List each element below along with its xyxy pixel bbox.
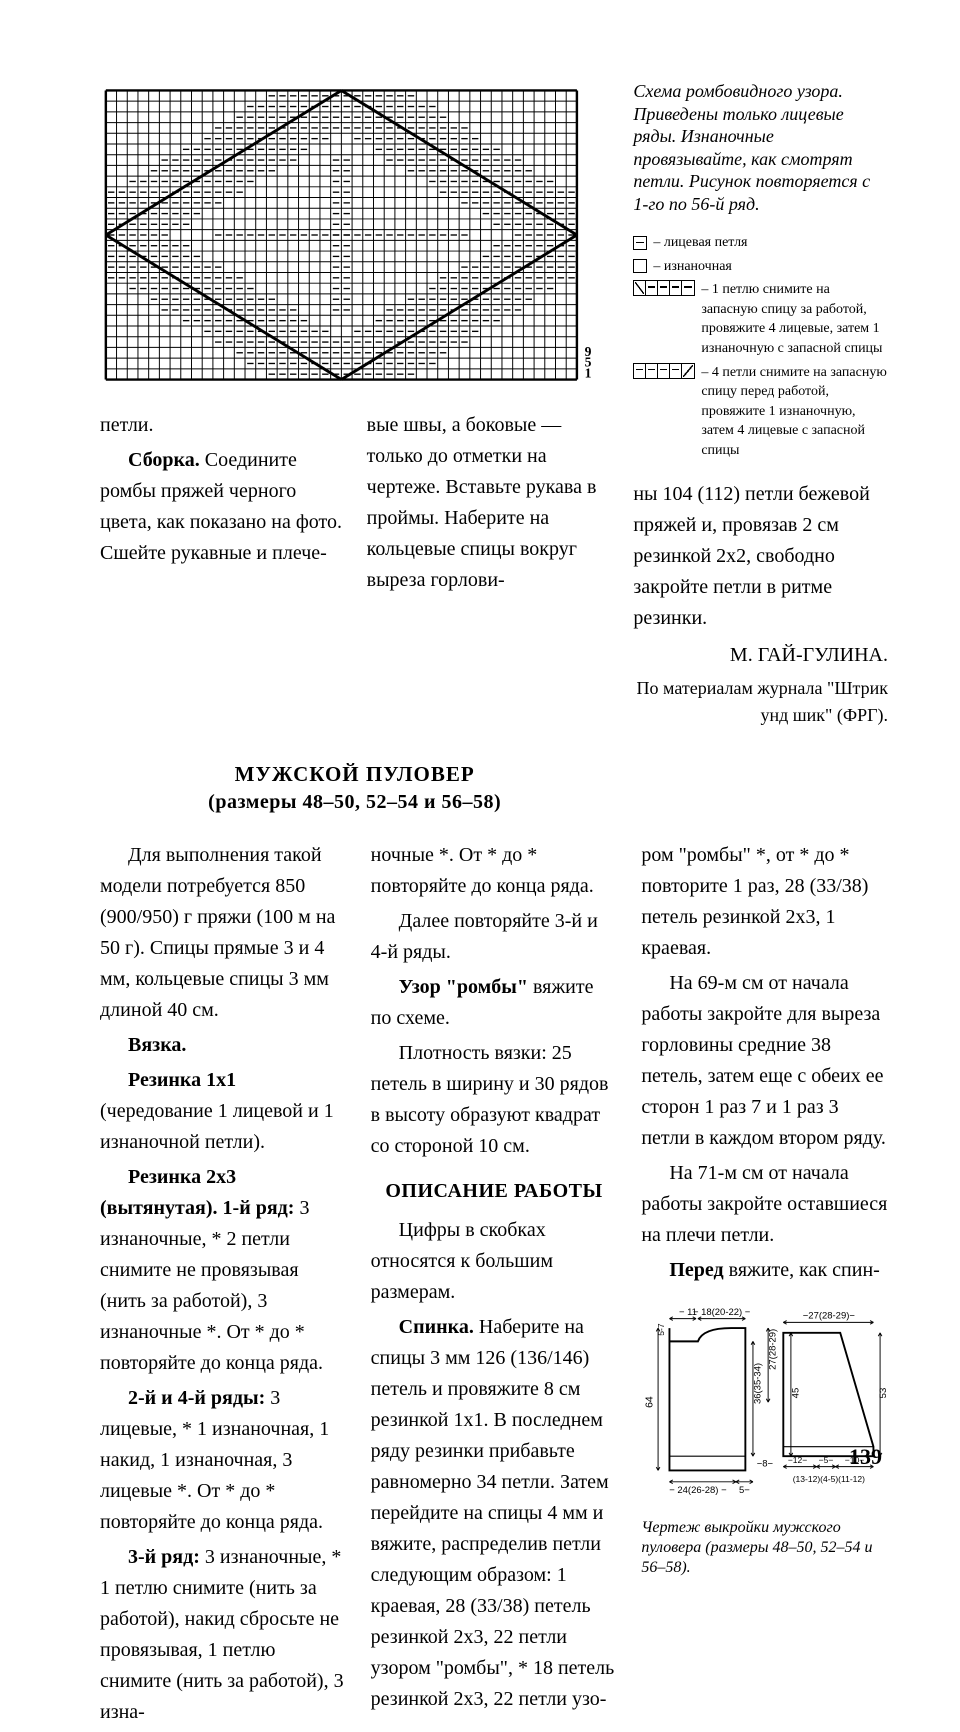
svg-text:−12−: −12−	[788, 1455, 807, 1465]
p: петли.	[100, 410, 343, 441]
p: На 71-м см от начала работы закройте ост…	[641, 1158, 888, 1251]
svg-text:− 24(26-28) −: − 24(26-28) −	[670, 1485, 728, 1496]
diamond-chart: 951	[100, 80, 610, 390]
legend-row: – изнаночная	[633, 257, 888, 277]
svg-text:5-7: 5-7	[656, 1323, 666, 1336]
text: (чередование 1 лицевой и 1 изнаночной пе…	[100, 1100, 334, 1153]
p: На 69-м см от начала работы закройте для…	[641, 968, 888, 1154]
p: Спинка. Наберите на спицы 3 мм 126 (136/…	[371, 1312, 618, 1715]
label: Перед	[669, 1259, 723, 1281]
svg-text:− 18(20-22) −: − 18(20-22) −	[693, 1307, 751, 1318]
top-text-col1: петли. Сборка. Соедините ромбы пряжей че…	[100, 410, 343, 600]
svg-text:64: 64	[645, 1396, 656, 1408]
label: 3-й ряд:	[128, 1546, 200, 1568]
p: Узор "ромбы" вяжите по схеме.	[371, 972, 618, 1034]
source: По материалам журнала "Штрик унд шик" (Ф…	[633, 675, 888, 731]
legend-text: – лицевая петля	[653, 233, 888, 253]
title-block: МУЖСКОЙ ПУЛОВЕР (размеры 48–50, 52–54 и …	[100, 734, 609, 840]
title-row: МУЖСКОЙ ПУЛОВЕР (размеры 48–50, 52–54 и …	[100, 734, 888, 840]
svg-text:45: 45	[791, 1388, 802, 1399]
p: ны 104 (112) петли бежевой пряжей и, про…	[633, 479, 888, 634]
p: Резинка 2х3 (вытянутая). 1-й ряд: 3 изна…	[100, 1162, 347, 1379]
chart-caption: Схема ромбовидного узора. Приведены толь…	[633, 80, 888, 215]
svg-text:5−: 5−	[739, 1485, 750, 1496]
legend-row: – лицевая петля	[633, 233, 888, 253]
top-left-text-cols: петли. Сборка. Соедините ромбы пряжей че…	[100, 410, 609, 600]
legend: – лицевая петля – изнаночная – 1 петлю с…	[633, 233, 888, 461]
svg-text:27(28-29): 27(28-29)	[768, 1329, 779, 1370]
top-text-col2: вые швы, а боковые — только до отметки н…	[367, 410, 610, 600]
garment-schematic: − 11− 18(20-22) −−27(28-29)−645-736(35-3…	[641, 1294, 888, 1514]
legend-text: – 4 петли снимите на запасную спицу пере…	[701, 363, 888, 461]
svg-text:−27(28-29)−: −27(28-29)−	[803, 1311, 856, 1322]
p: Вязка.	[100, 1030, 347, 1061]
page-number: 139	[849, 1444, 882, 1470]
svg-text:−8−: −8−	[757, 1459, 774, 1470]
top-row: 951 петли. Сборка. Соедините ромбы пряже…	[100, 80, 888, 734]
text: Наберите на спицы 3 мм 126 (136/146) пет…	[371, 1316, 615, 1710]
svg-text:−5−: −5−	[819, 1455, 834, 1465]
p: ночные *. От * до * повторяйте до конца …	[371, 840, 618, 902]
main-columns: Для выполнения такой модели потребуется …	[100, 840, 888, 1732]
page: 951 петли. Сборка. Соедините ромбы пряже…	[0, 0, 960, 1500]
legend-row: – 4 петли снимите на запасную спицу пере…	[633, 363, 888, 461]
p: Для выполнения такой модели потребуется …	[100, 840, 347, 1026]
p: Резинка 1х1 (чередование 1 лицевой и 1 и…	[100, 1065, 347, 1158]
svg-text:(13-12)(4-5)(11-12): (13-12)(4-5)(11-12)	[793, 1474, 865, 1484]
label: Спинка.	[399, 1316, 474, 1338]
p: 2-й и 4-й ряды: 3 лицевые, * 1 изнаночна…	[100, 1383, 347, 1538]
svg-text:1: 1	[585, 365, 592, 380]
p: 3-й ряд: 3 изнаночные, * 1 петлю снимите…	[100, 1542, 347, 1728]
label: Резинка 1х1	[128, 1069, 236, 1091]
main-col-1: Для выполнения такой модели потребуется …	[100, 840, 347, 1732]
title-spacer	[633, 734, 888, 840]
label: Узор "ромбы"	[399, 976, 528, 998]
article-sizes: (размеры 48–50, 52–54 и 56–58)	[100, 791, 609, 814]
main-col-2: ночные *. От * до * повторяйте до конца …	[371, 840, 618, 1732]
article-title: МУЖСКОЙ ПУЛОВЕР	[100, 762, 609, 787]
top-left-block: 951 петли. Сборка. Соедините ромбы пряже…	[100, 80, 609, 734]
label: Вязка.	[128, 1034, 186, 1056]
main-col-3: ром "ромбы" *, от * до * повторите 1 раз…	[641, 840, 888, 1732]
svg-text:36(35-34): 36(35-34)	[753, 1363, 764, 1404]
svg-text:53: 53	[878, 1388, 888, 1399]
subheading: ОПИСАНИЕ РАБОТЫ	[371, 1176, 618, 1207]
text: 3 изнаночные, * 1 петлю снимите (нить за…	[100, 1546, 344, 1723]
label: Резинка 2х3 (вытянутая). 1-й ряд:	[100, 1166, 294, 1219]
p: Плотность вязки: 25 петель в ширину и 30…	[371, 1038, 618, 1162]
diamond-chart-wrap: 951	[100, 80, 590, 390]
p: вые швы, а боковые — только до отметки н…	[367, 410, 610, 596]
text: вяжите, как спин-	[724, 1259, 880, 1281]
label: 2-й и 4-й ряды:	[128, 1387, 265, 1409]
p: Перед вяжите, как спин-	[641, 1255, 888, 1286]
legend-symbol	[633, 363, 695, 385]
p: ром "ромбы" *, от * до * повторите 1 раз…	[641, 840, 888, 964]
label: Сборка.	[128, 449, 200, 471]
legend-symbol	[633, 257, 647, 277]
p: Цифры в скобках относятся к большим разм…	[371, 1215, 618, 1308]
top-right-col: Схема ромбовидного узора. Приведены толь…	[633, 80, 888, 734]
legend-symbol	[633, 280, 695, 302]
legend-row: – 1 петлю снимите на запасную спицу за р…	[633, 280, 888, 358]
legend-symbol	[633, 233, 647, 253]
legend-text: – 1 петлю снимите на запасную спицу за р…	[701, 280, 888, 358]
text: 3 изнаночные, * 2 петли снимите не провя…	[100, 1197, 323, 1374]
author: М. ГАЙ-ГУЛИНА.	[633, 640, 888, 671]
p: Далее повторяйте 3-й и 4-й ряды.	[371, 906, 618, 968]
schematic-caption: Чертеж выкройки мужского пуловера (разме…	[641, 1518, 888, 1578]
legend-text: – изнаночная	[653, 257, 888, 277]
p: Сборка. Соедините ромбы пряжей черного ц…	[100, 445, 343, 569]
